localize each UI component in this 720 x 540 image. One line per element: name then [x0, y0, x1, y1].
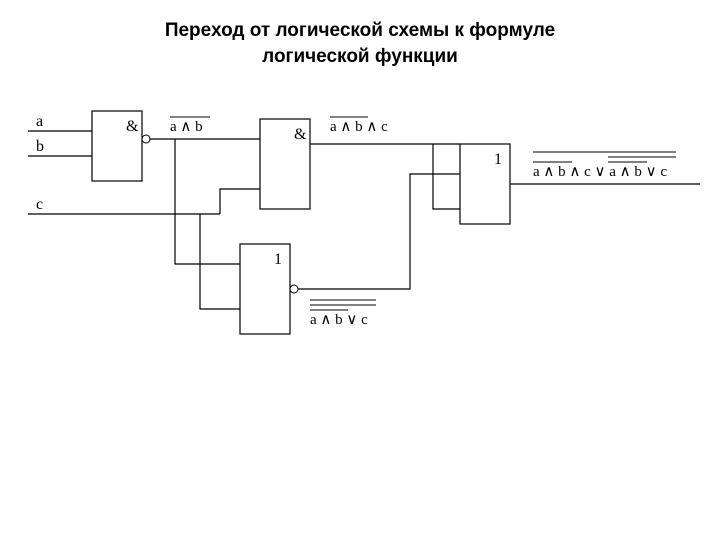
wire-3 — [175, 139, 240, 264]
title-line-1: Переход от логической схемы к формуле — [0, 18, 720, 44]
gate-bubble-g1 — [142, 135, 150, 143]
gate-symbol-g1: & — [126, 118, 139, 135]
formula-f2: a ∧ b ∧ c — [330, 119, 388, 135]
title-line-2: логической функции — [0, 44, 720, 70]
gate-symbol-g4: 1 — [494, 151, 502, 168]
formula-f4: a ∧ b ∧ c ∨ a ∧ b ∨ c — [533, 164, 667, 180]
input-label-a: a — [36, 113, 43, 130]
wire-2 — [200, 214, 240, 309]
formula-f1: a ∧ b — [170, 119, 203, 135]
gate-g4 — [460, 144, 510, 224]
logic-diagram: ab c & & 1 1 a ∧ b a ∧ b ∧ c a ∧ b ∨ c a ∧ b ∧ c … — [0, 69, 720, 514]
wire-1 — [220, 189, 260, 214]
wire-6 — [298, 174, 460, 289]
gate-bubble-g3 — [290, 285, 298, 293]
wire-5 — [433, 144, 460, 209]
input-label-c: c — [36, 196, 43, 213]
formula-f3: a ∧ b ∨ c — [310, 312, 368, 328]
input-label-b: b — [36, 138, 44, 155]
gate-symbol-g3: 1 — [274, 251, 282, 268]
gate-symbol-g2: & — [294, 126, 307, 143]
gate-g3 — [240, 244, 290, 334]
